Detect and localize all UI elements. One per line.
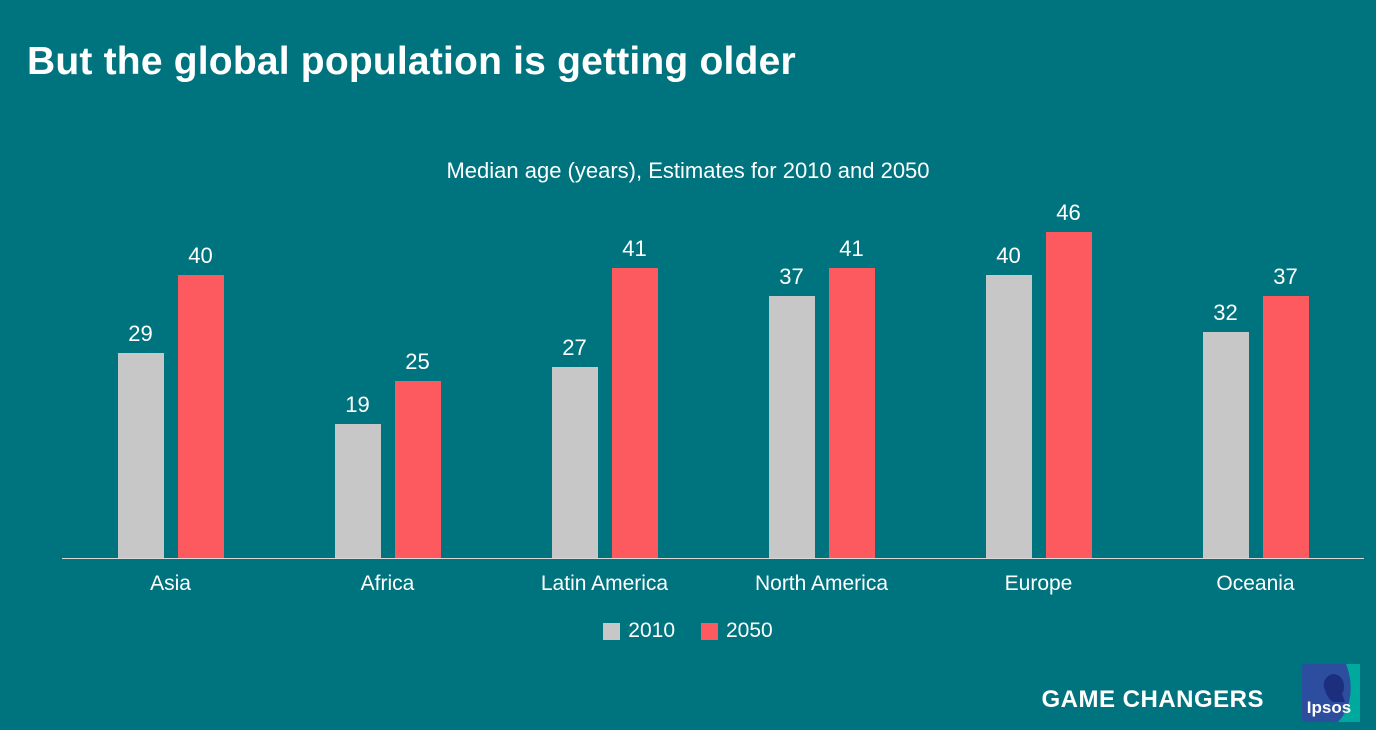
x-axis-label-asia: Asia [150, 572, 191, 595]
bar-column-2010-north-america: 37 [768, 263, 815, 558]
bar-2010-latin-america [551, 367, 598, 558]
legend-item-2010: 2010 [603, 619, 675, 643]
bar-column-2010-europe: 40 [985, 242, 1032, 558]
bar-2010-asia [117, 353, 164, 558]
bar-2010-north-america [768, 296, 815, 558]
x-axis-label-north-america: North America [754, 572, 889, 595]
bar-column-2050-latin-america: 41 [611, 235, 658, 558]
bar-value-label: 40 [996, 242, 1021, 268]
bar-column-2050-oceania: 37 [1262, 263, 1309, 558]
x-axis-labels: Asia Africa Latin America North America Euro… [62, 572, 1364, 596]
bar-column-2050-africa: 25 [394, 348, 441, 558]
bar-2050-asia [177, 275, 224, 558]
bar-column-2050-europe: 46 [1045, 199, 1092, 558]
x-axis-label-latin-america: Latin America [540, 572, 669, 595]
bar-group-latin-america: 27 41 [551, 190, 658, 558]
bar-2050-latin-america [611, 268, 658, 558]
bar-column-2050-asia: 40 [177, 242, 224, 558]
bar-group-oceania: 32 37 [1202, 190, 1309, 558]
legend-swatch-icon [603, 622, 621, 640]
bar-column-2010-asia: 29 [117, 320, 164, 558]
page-title: But the global population is getting old… [27, 40, 796, 83]
x-axis-label-europe: Europe [1004, 572, 1073, 595]
chart-subtitle: Median age (years), Estimates for 2010 a… [446, 158, 930, 183]
bar-column-2010-latin-america: 27 [551, 334, 598, 558]
bar-2010-oceania [1202, 332, 1249, 558]
bar-value-label: 37 [1273, 263, 1298, 289]
bar-value-label: 41 [622, 235, 647, 261]
plot-area: 29 40 19 25 27 41 37 41 40 46 32 37 [62, 190, 1364, 559]
bar-2010-europe [985, 275, 1032, 558]
bar-value-label: 37 [779, 263, 804, 289]
bar-value-label: 19 [345, 391, 370, 417]
game-changers-tagline: GAME CHANGERS [1041, 686, 1264, 713]
x-axis-label-africa: Africa [360, 572, 415, 595]
bar-2010-africa [334, 424, 381, 558]
bar-value-label: 40 [188, 242, 213, 268]
bar-group-africa: 19 25 [334, 190, 441, 558]
bar-group-asia: 29 40 [117, 190, 224, 558]
bar-value-label: 41 [839, 235, 864, 261]
bar-2050-oceania [1262, 296, 1309, 558]
bar-value-label: 32 [1213, 299, 1238, 325]
legend-label: 2050 [726, 619, 773, 642]
x-axis-label-oceania: Oceania [1216, 572, 1295, 595]
bar-group-north-america: 37 41 [768, 190, 875, 558]
bar-column-2010-oceania: 32 [1202, 299, 1249, 558]
bar-2050-north-america [828, 268, 875, 558]
legend-swatch-icon [701, 622, 718, 640]
bar-value-label: 46 [1056, 199, 1081, 225]
legend-item-2050: 2050 [701, 619, 773, 643]
ipsos-logo-icon: Ipsos [1302, 664, 1360, 722]
ipsos-logo-text: Ipsos [1307, 698, 1351, 717]
bar-2050-africa [394, 381, 441, 558]
bar-column-2010-africa: 19 [334, 391, 381, 558]
bar-value-label: 29 [128, 320, 153, 346]
bar-value-label: 27 [562, 334, 587, 360]
bar-column-2050-north-america: 41 [828, 235, 875, 558]
bar-2050-europe [1045, 232, 1092, 558]
bar-group-europe: 40 46 [985, 190, 1092, 558]
chart-legend: 2010 2050 [0, 619, 1376, 643]
ipsos-logo: Ipsos [1302, 664, 1360, 722]
legend-label: 2010 [628, 619, 675, 642]
bar-value-label: 25 [405, 348, 430, 374]
